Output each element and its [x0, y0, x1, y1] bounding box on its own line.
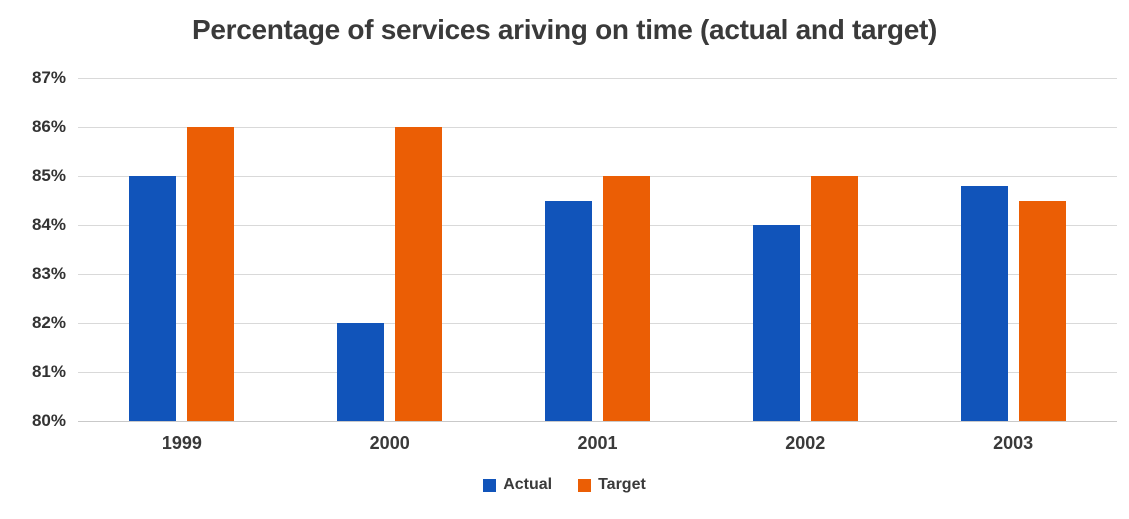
- bar-target-2000: [395, 127, 443, 421]
- y-tick-label-84: 84%: [31, 215, 66, 234]
- y-tick-label-80: 80%: [31, 411, 66, 430]
- gridline-83: [78, 274, 1117, 275]
- y-tick-label-87: 87%: [31, 68, 66, 87]
- plot-area: [78, 78, 1117, 422]
- bars: [78, 78, 1117, 421]
- x-tick-label-2000: 2000: [369, 433, 410, 453]
- x-axis-labels: 1999 2000 2001 2002 2003: [78, 433, 1117, 454]
- x-tick-label-2003: 2003: [993, 433, 1034, 453]
- legend-label-actual: Actual: [503, 476, 553, 493]
- y-tick-label-83: 83%: [31, 264, 66, 283]
- bar-group-2000: [286, 78, 494, 421]
- bar-actual-2002: [752, 225, 800, 421]
- y-tick-label-85: 85%: [31, 166, 66, 185]
- bar-actual-2000: [337, 323, 385, 421]
- bar-target-1999: [187, 127, 235, 421]
- gridline-82: [78, 323, 1117, 324]
- bar-actual-2001: [544, 200, 592, 421]
- gridline-86: [78, 127, 1117, 128]
- bar-group-1999: [78, 78, 286, 421]
- bar-target-2003: [1018, 200, 1066, 421]
- bar-group-2003: [909, 78, 1117, 421]
- bar-group-2001: [494, 78, 702, 421]
- y-tick-label-86: 86%: [31, 117, 66, 136]
- legend-item-actual: Actual: [483, 476, 552, 494]
- gridline-85: [78, 176, 1117, 177]
- gridline-81: [78, 372, 1117, 373]
- x-tick-label-2002: 2002: [785, 433, 826, 453]
- legend: Actual Target: [0, 476, 1129, 494]
- gridline-84: [78, 225, 1117, 226]
- x-tick-label-2001: 2001: [577, 433, 618, 453]
- bar-group-2002: [701, 78, 909, 421]
- bar-target-2001: [602, 176, 650, 421]
- bar-actual-2003: [960, 185, 1008, 421]
- y-tick-label-82: 82%: [31, 313, 66, 332]
- legend-swatch-actual: [483, 478, 497, 492]
- legend-label-target: Target: [598, 476, 646, 493]
- y-axis-labels: 87% 86% 85% 84% 83% 82% 81% 80%: [0, 68, 66, 430]
- bar-actual-1999: [129, 176, 177, 421]
- legend-swatch-target: [578, 478, 592, 492]
- legend-item-target: Target: [578, 476, 646, 494]
- y-tick-label-81: 81%: [31, 362, 66, 381]
- bar-target-2002: [810, 176, 858, 421]
- gridline-80: [78, 421, 1117, 422]
- chart-title: Percentage of services ariving on time (…: [191, 14, 938, 45]
- x-tick-label-1999: 1999: [161, 433, 202, 453]
- gridline-87: [78, 78, 1117, 79]
